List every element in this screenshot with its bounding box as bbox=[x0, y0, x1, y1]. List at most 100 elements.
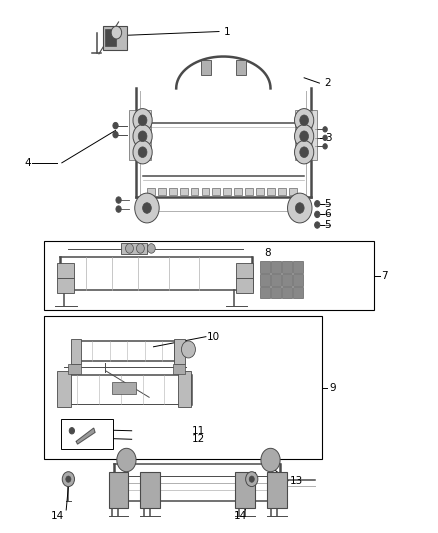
Bar bbox=[201, 60, 211, 75]
Circle shape bbox=[300, 131, 308, 142]
Bar bbox=[278, 188, 286, 195]
Bar bbox=[295, 110, 317, 160]
Circle shape bbox=[246, 472, 258, 487]
Circle shape bbox=[300, 147, 308, 158]
Text: 6: 6 bbox=[325, 209, 331, 220]
Bar bbox=[235, 472, 255, 508]
Text: 7: 7 bbox=[381, 271, 388, 280]
Circle shape bbox=[138, 131, 147, 142]
Bar bbox=[57, 263, 74, 278]
Bar bbox=[201, 188, 209, 195]
Bar bbox=[191, 188, 198, 195]
Bar bbox=[236, 60, 246, 75]
Bar bbox=[237, 263, 253, 278]
Circle shape bbox=[138, 147, 147, 158]
Circle shape bbox=[143, 203, 151, 213]
Bar bbox=[272, 287, 281, 298]
Circle shape bbox=[148, 244, 155, 253]
Circle shape bbox=[323, 144, 327, 149]
Circle shape bbox=[133, 109, 152, 132]
Text: 14: 14 bbox=[234, 511, 247, 521]
Circle shape bbox=[135, 193, 159, 223]
Bar bbox=[44, 241, 374, 310]
Bar bbox=[283, 274, 292, 286]
Bar bbox=[61, 418, 113, 449]
Bar bbox=[267, 188, 275, 195]
Text: 2: 2 bbox=[325, 78, 331, 88]
Bar bbox=[293, 287, 303, 298]
Circle shape bbox=[126, 244, 134, 253]
Text: 4: 4 bbox=[25, 158, 32, 168]
Circle shape bbox=[323, 135, 327, 141]
Bar bbox=[223, 188, 231, 195]
Circle shape bbox=[288, 193, 312, 223]
Text: 3: 3 bbox=[325, 133, 332, 143]
Bar bbox=[106, 29, 117, 46]
Bar bbox=[44, 317, 321, 459]
Bar bbox=[237, 278, 253, 293]
Bar bbox=[141, 472, 160, 508]
Circle shape bbox=[69, 427, 74, 434]
Bar bbox=[256, 188, 264, 195]
Circle shape bbox=[294, 109, 314, 132]
Bar bbox=[283, 261, 292, 273]
Bar bbox=[103, 26, 127, 50]
Text: 1: 1 bbox=[224, 27, 231, 37]
Circle shape bbox=[300, 115, 308, 126]
Bar bbox=[289, 188, 297, 195]
Circle shape bbox=[314, 211, 320, 217]
Bar bbox=[272, 274, 281, 286]
Circle shape bbox=[294, 141, 314, 164]
Circle shape bbox=[323, 127, 327, 132]
Bar bbox=[283, 287, 292, 298]
Bar bbox=[174, 339, 185, 365]
Circle shape bbox=[314, 200, 320, 207]
Circle shape bbox=[295, 203, 304, 213]
Bar bbox=[177, 370, 191, 407]
Bar bbox=[293, 274, 303, 286]
Bar bbox=[112, 382, 136, 393]
Bar bbox=[293, 261, 303, 273]
Bar bbox=[272, 261, 281, 273]
Text: 11: 11 bbox=[192, 426, 205, 436]
Circle shape bbox=[116, 206, 121, 212]
Circle shape bbox=[261, 448, 280, 472]
Bar bbox=[261, 261, 270, 273]
Circle shape bbox=[62, 472, 74, 487]
Circle shape bbox=[116, 197, 121, 203]
Bar bbox=[68, 365, 81, 374]
Circle shape bbox=[113, 132, 118, 138]
Circle shape bbox=[294, 125, 314, 148]
Bar bbox=[71, 339, 81, 365]
Bar bbox=[245, 188, 253, 195]
Circle shape bbox=[133, 141, 152, 164]
Bar bbox=[57, 370, 71, 407]
Circle shape bbox=[133, 125, 152, 148]
Text: 12: 12 bbox=[192, 434, 205, 445]
Bar bbox=[147, 188, 155, 195]
Circle shape bbox=[314, 222, 320, 228]
Bar bbox=[267, 472, 287, 508]
Circle shape bbox=[137, 244, 145, 253]
Bar bbox=[180, 188, 187, 195]
Bar bbox=[130, 110, 151, 160]
Bar bbox=[57, 278, 74, 293]
Circle shape bbox=[117, 448, 136, 472]
Circle shape bbox=[113, 123, 118, 129]
Circle shape bbox=[138, 115, 147, 126]
Circle shape bbox=[181, 341, 195, 358]
Text: 9: 9 bbox=[329, 383, 336, 393]
Bar bbox=[169, 188, 177, 195]
Text: 10: 10 bbox=[207, 332, 220, 342]
Circle shape bbox=[111, 26, 122, 39]
Bar bbox=[261, 274, 270, 286]
Circle shape bbox=[66, 476, 71, 482]
Bar bbox=[121, 243, 147, 254]
Bar bbox=[158, 188, 166, 195]
Text: 13: 13 bbox=[290, 476, 303, 486]
Text: 14: 14 bbox=[51, 511, 64, 521]
Text: 5: 5 bbox=[325, 220, 331, 230]
Polygon shape bbox=[76, 428, 95, 444]
Bar bbox=[234, 188, 242, 195]
Bar bbox=[261, 287, 270, 298]
